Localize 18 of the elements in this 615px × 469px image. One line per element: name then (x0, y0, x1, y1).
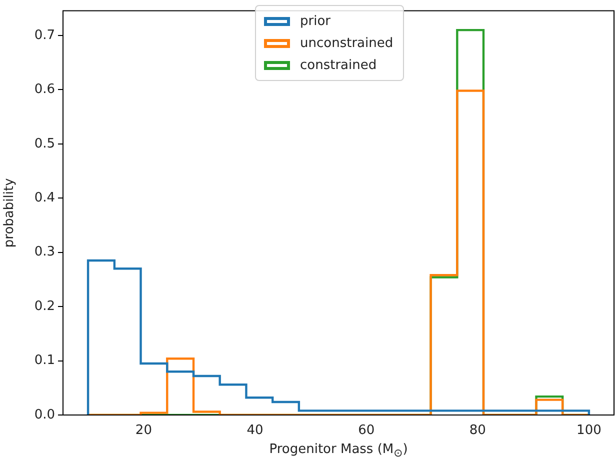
y-tick-label: 0.3 (34, 244, 55, 260)
x-axis-title: Progenitor Mass (M$_{⊙}$) (268, 442, 409, 460)
y-tick-label: 0.7 (34, 28, 55, 43)
y-tick-label: 0.0 (34, 407, 55, 422)
legend-label: prior (300, 14, 331, 28)
y-tick-label: 0.6 (34, 82, 55, 98)
legend-label: constrained (300, 58, 377, 72)
y-axis-title: probability (2, 178, 18, 248)
y-tick-label: 0.5 (34, 136, 55, 152)
x-tick-label: 20 (135, 423, 152, 438)
x-tick-label: 100 (576, 423, 602, 438)
x-tick-label: 40 (246, 423, 264, 438)
x-tick-label: 80 (469, 423, 486, 438)
y-tick-label: 0.4 (34, 190, 55, 206)
y-tick-label: 0.2 (34, 298, 55, 314)
y-tick-label: 0.1 (34, 353, 55, 368)
x-tick-label: 60 (358, 423, 375, 438)
legend-label: unconstrained (300, 36, 394, 50)
